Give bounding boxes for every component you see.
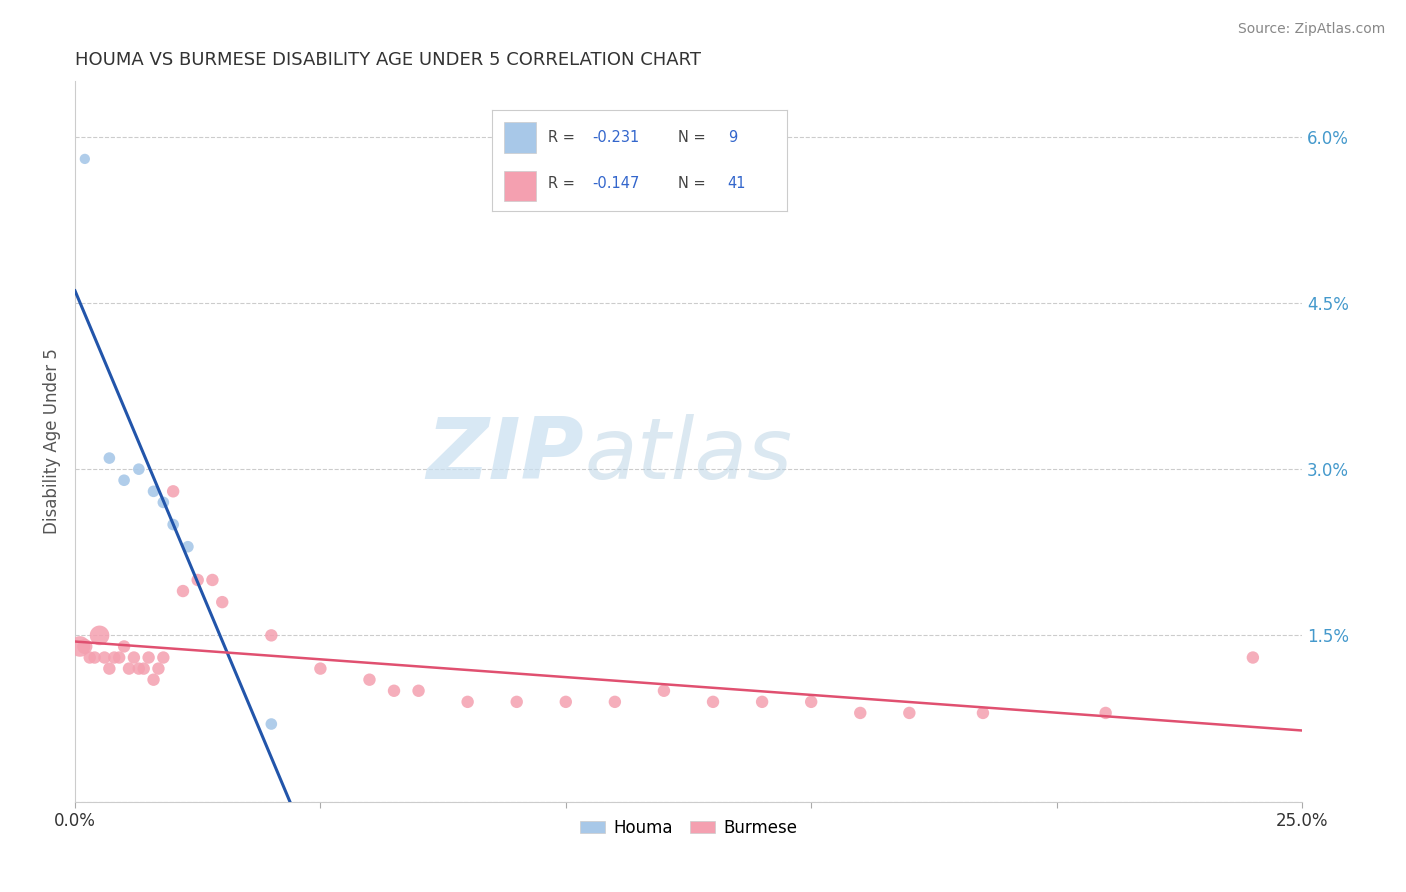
Point [849,706,872,720]
Point [122,650,145,665]
Point [138,650,160,665]
Point [506,695,529,709]
Point [1241,650,1264,665]
Point [603,695,626,709]
Point [382,683,405,698]
Point [93,650,115,665]
Point [359,673,381,687]
Point [260,717,283,731]
Point [108,650,131,665]
Point [751,695,773,709]
Point [162,517,184,532]
Point [177,540,200,554]
Point [79,650,101,665]
Point [112,640,135,654]
Point [408,683,430,698]
Text: atlas: atlas [585,415,792,498]
Point [152,495,174,509]
Text: HOUMA VS BURMESE DISABILITY AGE UNDER 5 CORRELATION CHART: HOUMA VS BURMESE DISABILITY AGE UNDER 5 … [75,51,702,69]
Point [211,595,233,609]
Point [1094,706,1116,720]
Point [128,462,150,476]
Point [457,695,479,709]
Text: ZIP: ZIP [426,415,585,498]
Point [554,695,576,709]
Point [187,573,209,587]
Point [142,484,165,499]
Text: Source: ZipAtlas.com: Source: ZipAtlas.com [1237,22,1385,37]
Point [898,706,921,720]
Point [98,662,121,676]
Point [112,473,135,487]
Point [98,451,121,466]
Point [69,640,91,654]
Point [201,573,224,587]
Point [172,584,194,599]
Point [652,683,675,698]
Point [103,650,125,665]
Point [73,152,96,166]
Point [309,662,332,676]
Point [132,662,155,676]
Point [702,695,724,709]
Point [260,628,283,642]
Point [148,662,170,676]
Point [83,650,105,665]
Point [89,628,111,642]
Legend: Houma, Burmese: Houma, Burmese [574,813,804,844]
Point [972,706,994,720]
Point [162,484,184,499]
Point [152,650,174,665]
Point [142,673,165,687]
Point [128,662,150,676]
Point [800,695,823,709]
Point [118,662,141,676]
Point [73,640,96,654]
Y-axis label: Disability Age Under 5: Disability Age Under 5 [44,349,60,534]
